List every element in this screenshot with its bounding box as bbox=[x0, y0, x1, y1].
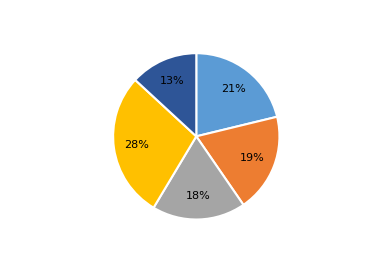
Wedge shape bbox=[135, 53, 196, 136]
Text: 13%: 13% bbox=[160, 76, 185, 86]
Text: 21%: 21% bbox=[221, 84, 246, 94]
Text: 19%: 19% bbox=[240, 153, 265, 163]
Wedge shape bbox=[113, 80, 196, 208]
Text: 28%: 28% bbox=[124, 140, 149, 150]
Text: 18%: 18% bbox=[186, 191, 211, 201]
Wedge shape bbox=[196, 53, 277, 136]
Wedge shape bbox=[154, 136, 244, 220]
Wedge shape bbox=[196, 117, 280, 205]
